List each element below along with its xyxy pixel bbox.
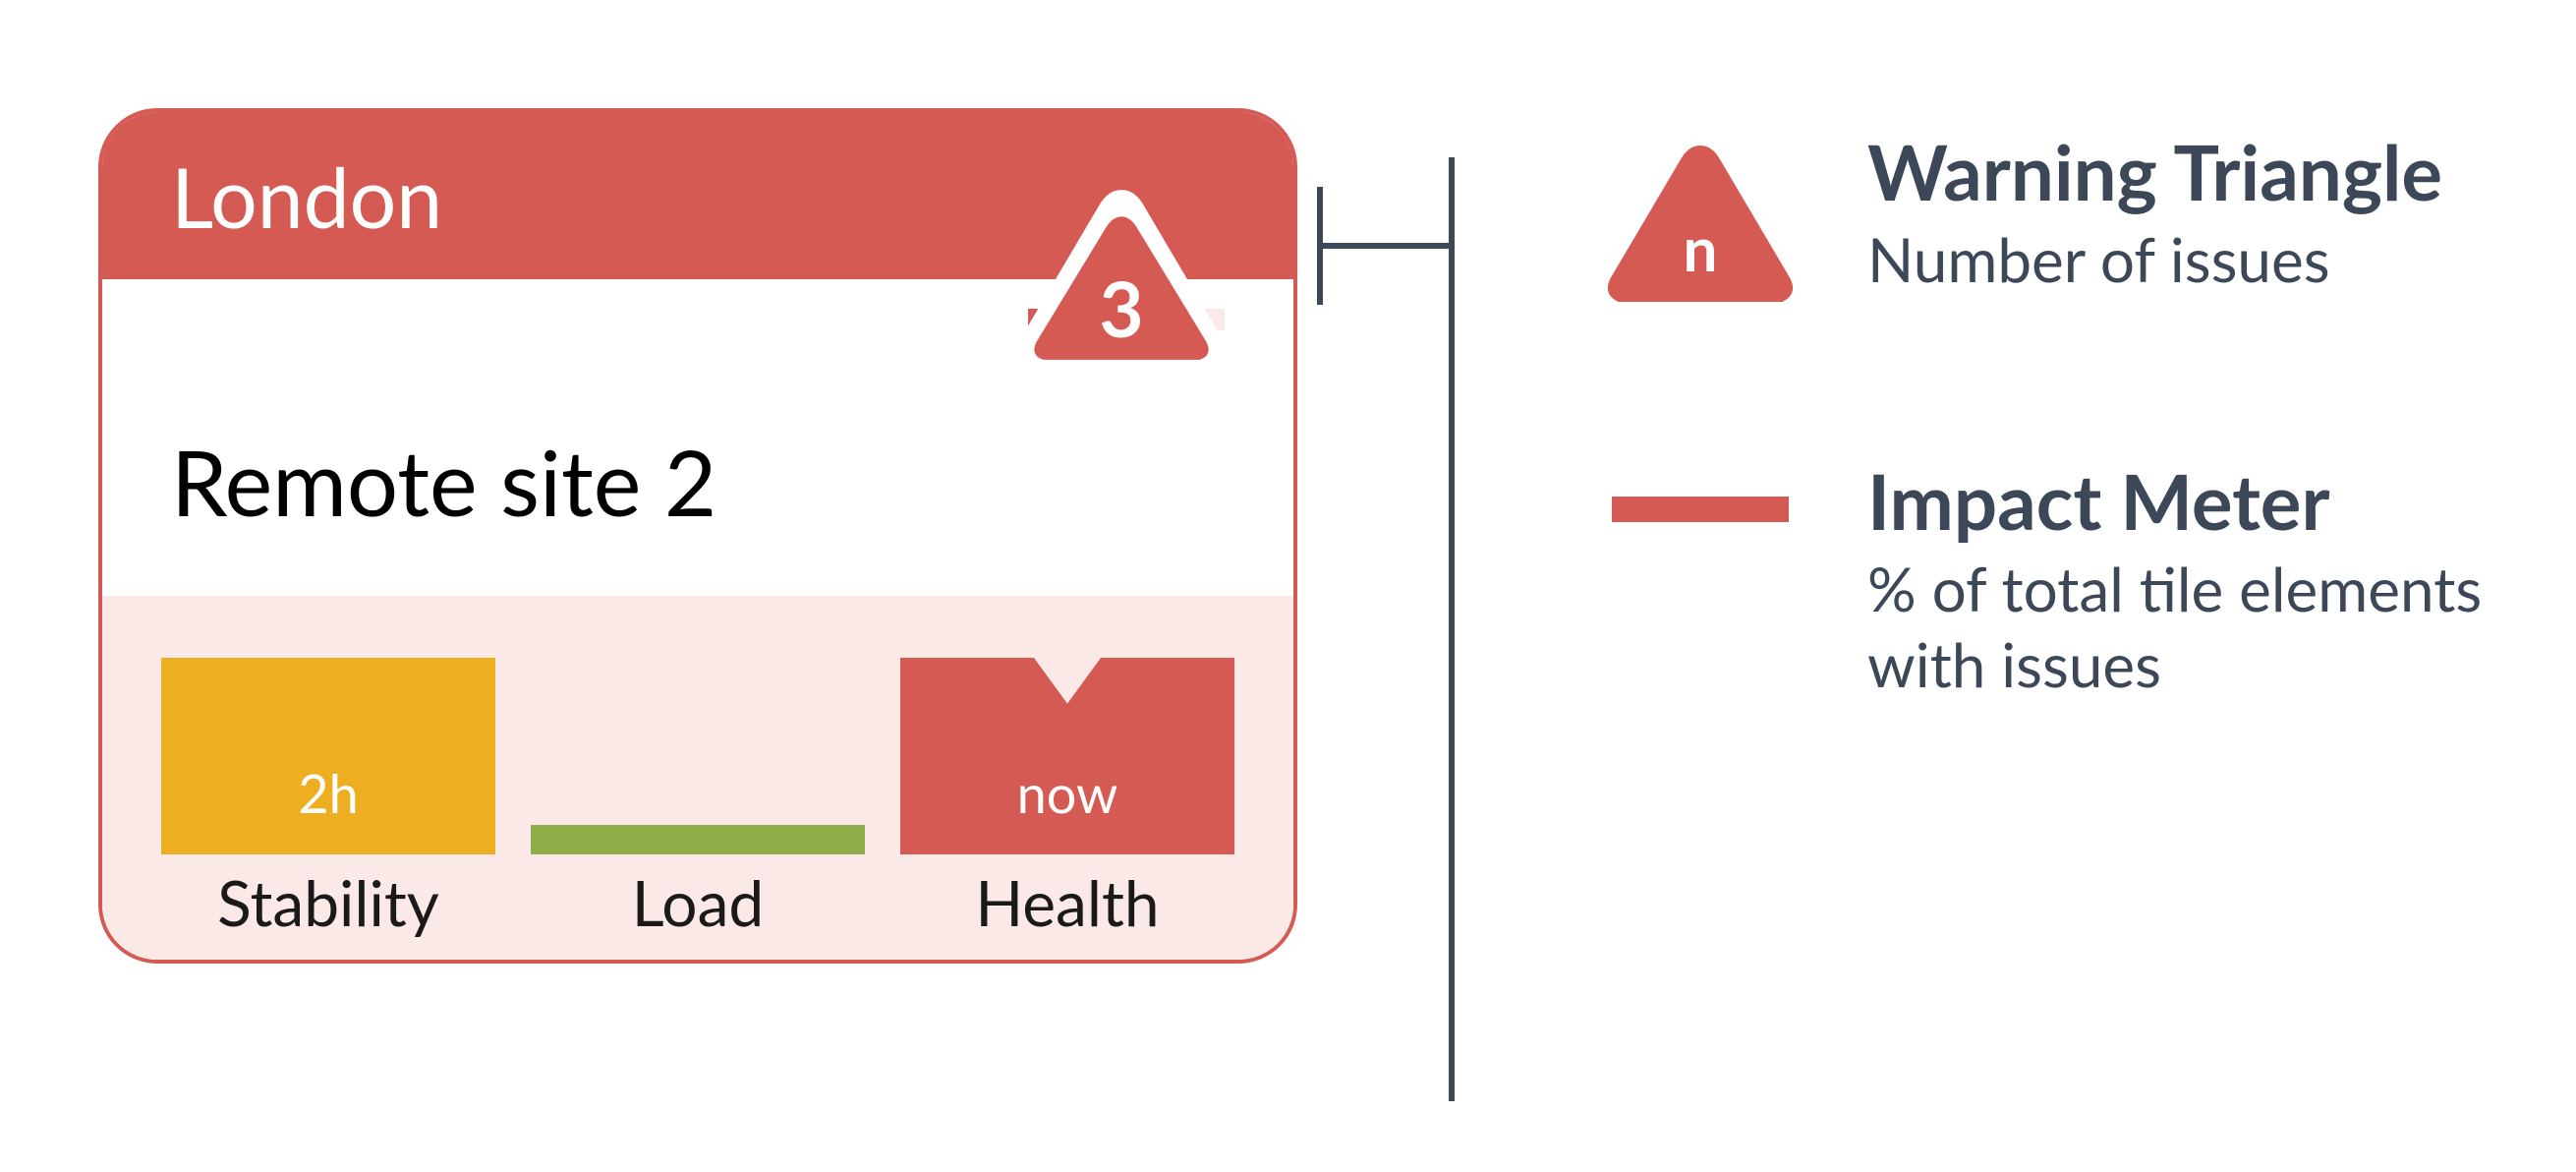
health-label: Health — [975, 864, 1159, 940]
diagram-canvas: London Remote site 2 2h Stability — [0, 0, 2576, 1172]
legend-warning-triangle-icon: n — [1602, 138, 1799, 310]
metric-load: Load — [531, 628, 865, 940]
health-notch-icon — [900, 658, 1234, 854]
legend-warning-title: Warning Triangle — [1867, 128, 2516, 216]
tile-metrics-footer: 2h Stability Load now — [102, 596, 1293, 960]
legend-impact-desc: % of total tile elements with issues — [1867, 552, 2516, 704]
stability-value: 2h — [298, 761, 358, 825]
health-shape: now — [900, 658, 1234, 854]
legend-warning-row: n Warning Triangle Number of issues — [1592, 128, 2516, 310]
legend: n Warning Triangle Number of issues Impa… — [1592, 128, 2516, 704]
health-value: now — [1017, 761, 1118, 825]
warning-triangle[interactable]: 3 — [1008, 181, 1234, 378]
legend-impact-title: Impact Meter — [1867, 457, 2516, 546]
tile-site-name: Remote site 2 — [171, 427, 716, 536]
load-label: Load — [632, 864, 764, 940]
legend-warning-letter: n — [1602, 212, 1799, 285]
leader-line — [1449, 157, 1455, 1101]
legend-warning-text: Warning Triangle Number of issues — [1867, 128, 2516, 298]
stability-rect — [161, 658, 495, 854]
warning-count: 3 — [1008, 262, 1234, 354]
legend-impact-row: Impact Meter % of total tile elements wi… — [1592, 457, 2516, 704]
leader-line — [1317, 243, 1455, 249]
stability-shape: 2h — [161, 628, 495, 854]
site-tile[interactable]: London Remote site 2 2h Stability — [98, 108, 1297, 964]
tile-location: London — [171, 146, 442, 246]
stability-label: Stability — [217, 864, 439, 940]
legend-warning-desc: Number of issues — [1867, 222, 2516, 299]
load-bar — [531, 825, 865, 854]
load-shape — [531, 628, 865, 854]
metric-health: now Health — [900, 658, 1234, 940]
leader-line — [1317, 187, 1323, 305]
metric-stability: 2h Stability — [161, 628, 495, 940]
legend-warning-icon-wrap: n — [1592, 128, 1808, 310]
legend-impact-icon-wrap — [1592, 457, 1808, 522]
tile-body: Remote site 2 2h Stability Load — [102, 279, 1293, 960]
legend-impact-text: Impact Meter % of total tile elements wi… — [1867, 457, 2516, 704]
legend-impact-bar-icon — [1612, 497, 1789, 522]
